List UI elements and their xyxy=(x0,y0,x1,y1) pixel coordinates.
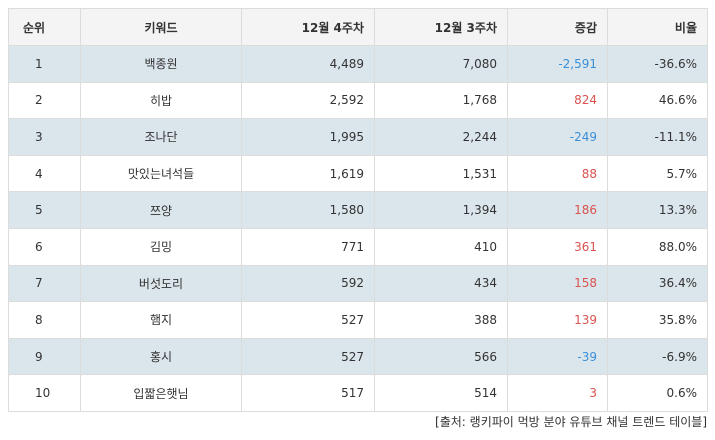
cell-change: 186 xyxy=(507,191,608,229)
table-row: 5 쯔양 1,580 1,394 186 13.3% xyxy=(8,191,708,229)
cell-week3: 410 xyxy=(374,227,508,266)
header-keyword[interactable]: 키워드 xyxy=(80,8,242,46)
table-row: 9 홍시 527 566 -39 -6.9% xyxy=(8,337,708,376)
cell-ratio: 35.8% xyxy=(607,301,708,339)
cell-change: 88 xyxy=(507,154,608,193)
cell-rank: 6 xyxy=(8,227,81,266)
cell-week4: 1,995 xyxy=(241,118,375,156)
cell-rank: 2 xyxy=(8,81,81,120)
cell-keyword: 홍시 xyxy=(80,337,242,376)
table-row: 1 백종원 4,489 7,080 -2,591 -36.6% xyxy=(8,45,708,83)
table-header-row: 순위 키워드 12월 4주차 12월 3주차 증감 비율 xyxy=(8,8,708,46)
cell-week3: 514 xyxy=(374,374,508,412)
cell-week3: 1,531 xyxy=(374,154,508,193)
cell-change: -249 xyxy=(507,118,608,156)
table-row: 4 맛있는녀석들 1,619 1,531 88 5.7% xyxy=(8,154,708,193)
cell-week3: 1,394 xyxy=(374,191,508,229)
header-week4[interactable]: 12월 4주차 xyxy=(241,8,375,46)
cell-change: 361 xyxy=(507,227,608,266)
table-row: 10 입짧은햇님 517 514 3 0.6% xyxy=(8,374,708,412)
cell-ratio: 5.7% xyxy=(607,154,708,193)
cell-keyword: 백종원 xyxy=(80,45,242,83)
cell-ratio: -6.9% xyxy=(607,337,708,376)
table-row: 2 히밥 2,592 1,768 824 46.6% xyxy=(8,81,708,120)
cell-rank: 5 xyxy=(8,191,81,229)
table-row: 6 김밍 771 410 361 88.0% xyxy=(8,227,708,266)
cell-keyword: 히밥 xyxy=(80,81,242,120)
cell-change: 824 xyxy=(507,81,608,120)
cell-ratio: 36.4% xyxy=(607,264,708,303)
cell-change: 139 xyxy=(507,301,608,339)
cell-week4: 1,580 xyxy=(241,191,375,229)
cell-rank: 1 xyxy=(8,45,81,83)
cell-week4: 1,619 xyxy=(241,154,375,193)
cell-keyword: 입짧은햇님 xyxy=(80,374,242,412)
cell-ratio: 13.3% xyxy=(607,191,708,229)
cell-rank: 4 xyxy=(8,154,81,193)
cell-rank: 7 xyxy=(8,264,81,303)
cell-week4: 527 xyxy=(241,301,375,339)
cell-week4: 771 xyxy=(241,227,375,266)
cell-rank: 9 xyxy=(8,337,81,376)
cell-week3: 388 xyxy=(374,301,508,339)
cell-week4: 4,489 xyxy=(241,45,375,83)
cell-week3: 434 xyxy=(374,264,508,303)
cell-change: 3 xyxy=(507,374,608,412)
cell-ratio: 0.6% xyxy=(607,374,708,412)
cell-change: 158 xyxy=(507,264,608,303)
source-caption: [출처: 랭키파이 먹방 분야 유튜브 채널 트렌드 테이블] xyxy=(435,415,707,429)
cell-rank: 3 xyxy=(8,118,81,156)
cell-keyword: 맛있는녀석들 xyxy=(80,154,242,193)
cell-week3: 7,080 xyxy=(374,45,508,83)
cell-ratio: 46.6% xyxy=(607,81,708,120)
cell-week4: 2,592 xyxy=(241,81,375,120)
cell-rank: 10 xyxy=(8,374,81,412)
cell-week3: 566 xyxy=(374,337,508,376)
cell-keyword: 버섯도리 xyxy=(80,264,242,303)
table-row: 7 버섯도리 592 434 158 36.4% xyxy=(8,264,708,303)
header-change[interactable]: 증감 xyxy=(507,8,608,46)
header-week3[interactable]: 12월 3주차 xyxy=(374,8,508,46)
cell-week3: 2,244 xyxy=(374,118,508,156)
cell-rank: 8 xyxy=(8,301,81,339)
cell-change: -39 xyxy=(507,337,608,376)
cell-ratio: 88.0% xyxy=(607,227,708,266)
header-ratio[interactable]: 비율 xyxy=(607,8,708,46)
cell-ratio: -11.1% xyxy=(607,118,708,156)
cell-keyword: 쯔양 xyxy=(80,191,242,229)
table-row: 8 햄지 527 388 139 35.8% xyxy=(8,301,708,339)
ranking-table: 순위 키워드 12월 4주차 12월 3주차 증감 비율 1 백종원 4,489 7,… xyxy=(8,8,708,412)
cell-week4: 527 xyxy=(241,337,375,376)
cell-week4: 592 xyxy=(241,264,375,303)
cell-week4: 517 xyxy=(241,374,375,412)
cell-keyword: 햄지 xyxy=(80,301,242,339)
header-rank[interactable]: 순위 xyxy=(8,8,81,46)
cell-keyword: 김밍 xyxy=(80,227,242,266)
cell-keyword: 조나단 xyxy=(80,118,242,156)
cell-change: -2,591 xyxy=(507,45,608,83)
cell-week3: 1,768 xyxy=(374,81,508,120)
table-row: 3 조나단 1,995 2,244 -249 -11.1% xyxy=(8,118,708,156)
cell-ratio: -36.6% xyxy=(607,45,708,83)
